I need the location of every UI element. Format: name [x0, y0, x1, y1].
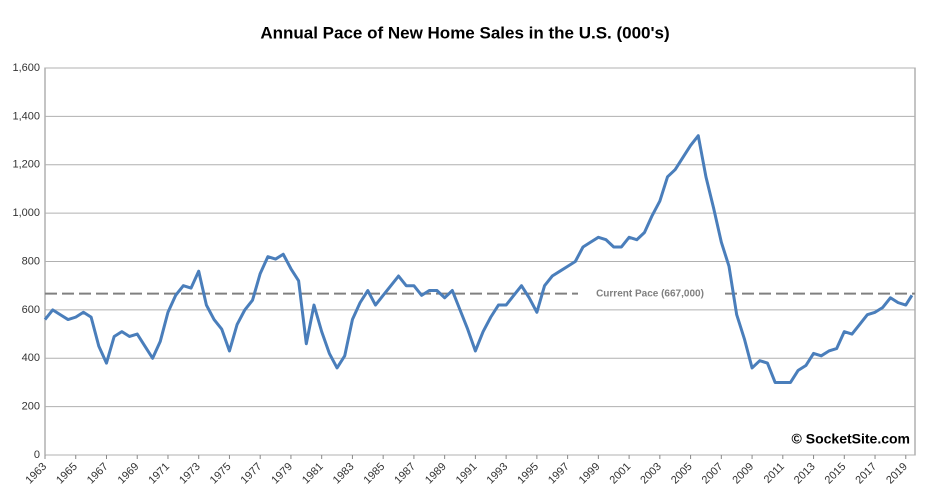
y-tick-label: 1,000: [12, 207, 40, 219]
x-tick-label: 1993: [485, 461, 511, 487]
x-tick-label: 1967: [85, 461, 111, 487]
x-tick-label: 1973: [177, 461, 203, 487]
x-tick-label: 1983: [331, 461, 357, 487]
x-tick-label: 1991: [454, 461, 480, 487]
y-tick-label: 400: [22, 352, 40, 364]
x-tick-label: 1987: [392, 461, 418, 487]
x-tick-label: 1995: [515, 461, 541, 487]
reference-label: Current Pace (667,000): [596, 288, 704, 299]
x-tick-label: 2003: [638, 461, 664, 487]
x-tick-label: 1977: [239, 461, 265, 487]
x-tick-label: 1985: [362, 461, 388, 487]
y-tick-label: 600: [22, 304, 40, 316]
y-tick-label: 800: [22, 255, 40, 267]
x-tick-label: 1999: [577, 461, 603, 487]
y-tick-label: 1,200: [12, 159, 40, 171]
x-tick-label: 2019: [884, 461, 910, 487]
x-tick-label: 2017: [853, 461, 879, 487]
x-tick-label: 2009: [730, 461, 756, 487]
reference-label-bg: [578, 286, 722, 301]
x-tick-label: 2011: [762, 461, 787, 486]
x-tick-label: 1981: [300, 461, 326, 487]
x-tick-label: 1965: [54, 461, 80, 487]
y-tick-label: 200: [22, 401, 40, 413]
watermark: © SocketSite.com: [792, 431, 910, 447]
x-tick-label: 1971: [146, 461, 172, 487]
chart-title: Annual Pace of New Home Sales in the U.S…: [260, 23, 669, 42]
x-tick-label: 2013: [792, 461, 818, 487]
y-tick-label: 0: [34, 449, 40, 461]
x-tick-label: 1975: [208, 461, 234, 487]
data-line: [43, 134, 914, 384]
y-tick-label: 1,600: [12, 62, 40, 74]
y-tick-label: 1,400: [12, 110, 40, 122]
x-tick-label: 1969: [116, 461, 142, 487]
x-tick-label: 2007: [700, 461, 726, 487]
x-tick-label: 2005: [669, 461, 695, 487]
x-tick-label: 2015: [823, 461, 849, 487]
x-tick-label: 1979: [269, 461, 295, 487]
x-tick-label: 1997: [546, 461, 572, 487]
x-tick-label: 2001: [607, 461, 633, 487]
x-tick-label: 1989: [423, 461, 449, 487]
x-tick-label: 1963: [23, 461, 49, 487]
